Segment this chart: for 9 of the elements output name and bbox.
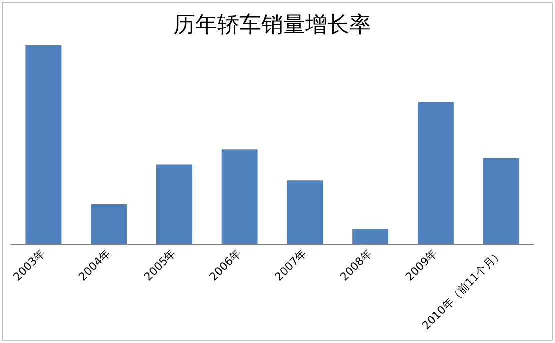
- bar: [222, 150, 258, 244]
- bar: [418, 102, 454, 244]
- bar: [483, 158, 520, 244]
- chart-title: 历年轿车销量增长率: [174, 12, 372, 38]
- bar: [26, 45, 62, 244]
- bar: [156, 164, 192, 244]
- bar: [91, 204, 128, 244]
- bar: [287, 180, 324, 244]
- bar: [352, 229, 389, 244]
